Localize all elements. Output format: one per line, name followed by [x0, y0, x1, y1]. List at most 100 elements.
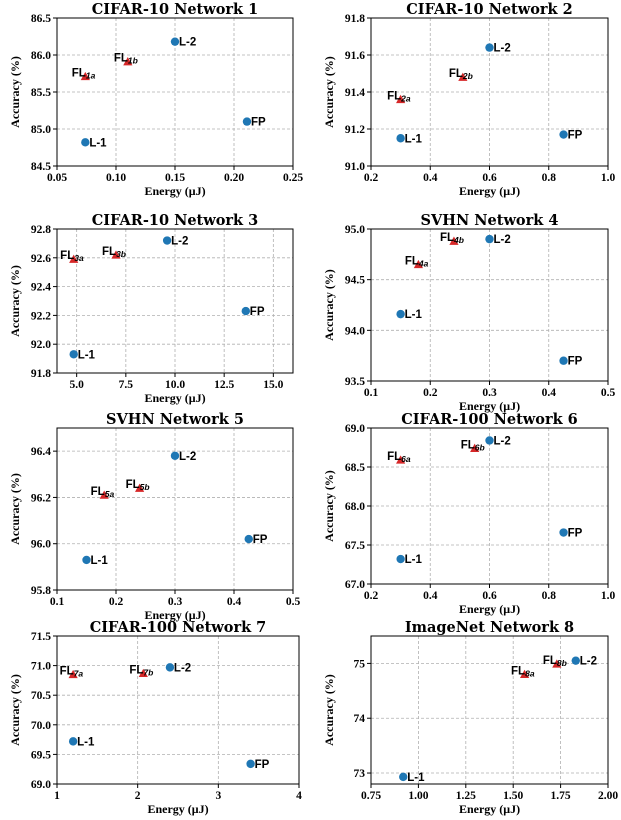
x-tick-label: 12.5 — [214, 379, 234, 391]
point-fl-2b-marker — [458, 72, 468, 81]
x-axis-label: Energy (μJ) — [459, 399, 520, 413]
point-fp-marker — [241, 306, 250, 316]
x-tick-label: 2.00 — [598, 790, 618, 802]
point-fp-label: FP — [250, 306, 265, 318]
point-fl-7b-marker — [138, 668, 148, 677]
y-tick-label: 92.0 — [31, 339, 51, 351]
y-tick-label: 68.0 — [345, 501, 365, 513]
point-l-1-marker — [68, 737, 78, 746]
point-fl-8a-marker — [519, 669, 530, 679]
point-fl-3b-marker — [111, 250, 121, 259]
y-tick-label: 95.8 — [31, 585, 51, 597]
y-tick-label: 96.4 — [31, 446, 51, 458]
y-axis-label: Accuracy (%) — [8, 674, 22, 746]
y-tick-label: 96.2 — [31, 492, 51, 504]
y-tick-label: 92.6 — [31, 253, 51, 265]
point-fl-1b-marker — [123, 57, 133, 66]
point-l-1-marker — [396, 134, 405, 143]
point-fp-marker — [559, 356, 568, 365]
point-fl-3b-subscript: 3b — [116, 249, 126, 259]
y-tick-label: 70.0 — [31, 720, 51, 732]
y-tick-label: 91.8 — [345, 13, 365, 25]
x-tick-label: 1.25 — [456, 790, 476, 802]
x-tick-label: 0.15 — [165, 172, 185, 184]
x-tick-label: 0.2 — [109, 596, 124, 608]
x-tick-label: 0.2 — [364, 172, 379, 184]
point-fl-6a-subscript: 6a — [401, 454, 411, 464]
point-l-1-label: L-1 — [407, 772, 425, 784]
y-tick-label: 94.5 — [345, 275, 365, 287]
point-fl-4a-label: FL4a — [405, 255, 429, 268]
chart-title: CIFAR-100 Network 7 — [90, 619, 267, 636]
y-tick-label: 69.5 — [31, 749, 51, 761]
point-fl-5b-marker — [135, 483, 145, 492]
point-fl-1b-label: FL1b — [114, 53, 138, 66]
point-fl-3a-marker — [69, 254, 79, 263]
x-tick-label: 0.2 — [364, 590, 379, 602]
x-tick-label: 0.6 — [482, 590, 497, 602]
point-fl-7a-subscript: 7a — [74, 668, 84, 678]
point-fl-5a-marker — [99, 490, 109, 499]
point-fl-8b-marker — [552, 659, 562, 668]
x-tick-label: 0.4 — [423, 590, 438, 602]
point-fl-7b-subscript: 7b — [143, 667, 153, 677]
point-fl-8a-subscript: 8a — [525, 668, 535, 678]
x-tick-label: 0.2 — [423, 387, 438, 399]
point-l-2-marker — [485, 234, 494, 244]
point-fp-label: FP — [253, 534, 268, 546]
y-axis-label: Accuracy (%) — [322, 674, 336, 746]
x-tick-label: 0.25 — [283, 172, 303, 184]
point-fl-5a-subscript: 5a — [105, 489, 115, 499]
x-tick-label: 0.4 — [227, 596, 242, 608]
point-fl-2a-subscript: 2a — [400, 93, 411, 103]
point-fl-2b-label: FL2b — [449, 68, 473, 81]
x-tick-label: 7.5 — [119, 379, 134, 391]
x-tick-label: 5.0 — [69, 379, 84, 391]
x-tick-label: 1.50 — [503, 790, 523, 802]
point-l-2-marker — [571, 656, 580, 665]
point-fl-5a-label: FL5a — [91, 486, 115, 499]
y-axis-label: Accuracy (%) — [8, 473, 22, 545]
y-tick-label: 92.8 — [31, 224, 51, 236]
point-l-2-marker — [170, 451, 180, 460]
x-tick-label: 0.75 — [361, 790, 381, 802]
y-tick-label: 91.8 — [31, 368, 51, 380]
x-axis-label: Energy (μJ) — [147, 802, 208, 816]
point-l-2-marker — [165, 663, 175, 672]
point-fl-8a-label: FL8a — [511, 665, 535, 678]
point-l-1-label: L-1 — [405, 554, 423, 566]
x-tick-label: 0.5 — [601, 387, 616, 399]
y-tick-label: 91.2 — [345, 124, 365, 136]
point-fl-5b-subscript: 5b — [140, 482, 150, 492]
point-fp-marker — [242, 117, 252, 126]
chart-title: SVHN Network 5 — [106, 411, 244, 428]
point-l-2-label: L-2 — [494, 435, 511, 447]
point-fl-2a-marker — [396, 94, 406, 104]
chart-panel-4: 0.1 0.2 0.3 0.4 0.5 93.5 94.0 94.5 95.0 SVHN Netw… — [322, 212, 615, 413]
point-fl-4a-subscript: 4a — [418, 258, 429, 268]
y-axis-label: Accuracy (%) — [322, 470, 336, 542]
point-fl-7a-marker — [68, 669, 78, 679]
x-tick-label: 0.05 — [47, 172, 67, 184]
y-tick-label: 85.0 — [31, 124, 51, 136]
x-tick-label: 0.4 — [423, 172, 438, 184]
point-fl-4a-marker — [413, 259, 423, 269]
point-l-1-label: L-1 — [78, 349, 96, 361]
x-tick-label: 1 — [54, 790, 60, 802]
point-fl-8b-label: FL8b — [543, 655, 567, 668]
y-tick-label: 91.6 — [345, 50, 365, 62]
point-fl-6b-marker — [470, 443, 480, 452]
point-l-1-marker — [82, 555, 91, 565]
point-fl-6a-label: FL6a — [387, 451, 411, 464]
x-tick-label: 10.0 — [165, 379, 185, 391]
y-tick-label: 86.0 — [31, 50, 51, 62]
x-tick-label: 1.0 — [601, 590, 616, 602]
point-fl-3a-label: FL3a — [60, 250, 84, 263]
point-l-2-label: L-2 — [580, 656, 597, 668]
point-fl-2a-label: FL2a — [387, 90, 411, 103]
point-fp-label: FP — [568, 528, 583, 540]
y-tick-label: 73 — [354, 768, 366, 780]
y-tick-label: 69.0 — [31, 779, 51, 791]
y-tick-label: 93.5 — [345, 376, 365, 388]
